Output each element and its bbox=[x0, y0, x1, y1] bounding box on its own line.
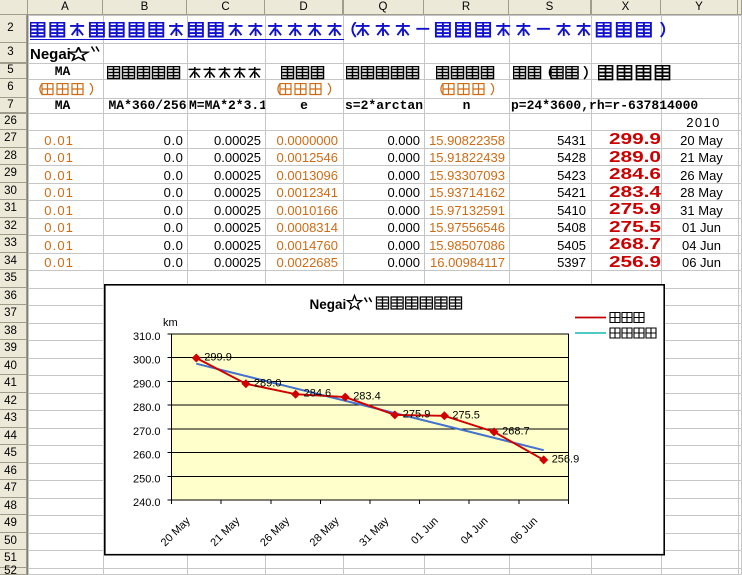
svg-text:289.0: 289.0 bbox=[253, 377, 281, 389]
svg-text:299.9: 299.9 bbox=[204, 352, 232, 364]
svg-text:250.0: 250.0 bbox=[132, 473, 160, 485]
svg-text:275.9: 275.9 bbox=[402, 408, 430, 420]
svg-text:280.0: 280.0 bbox=[132, 402, 160, 414]
svg-text:268.7: 268.7 bbox=[502, 425, 530, 437]
svg-text:260.0: 260.0 bbox=[132, 450, 160, 462]
svg-text:284.6: 284.6 bbox=[303, 388, 331, 400]
svg-text:300.0: 300.0 bbox=[132, 355, 160, 367]
svg-text:270.0: 270.0 bbox=[132, 426, 160, 438]
svg-text:256.9: 256.9 bbox=[551, 453, 579, 465]
svg-text:Negai: Negai bbox=[309, 297, 346, 312]
svg-text:310.0: 310.0 bbox=[132, 331, 160, 343]
svg-text:km: km bbox=[163, 317, 178, 329]
svg-text:275.5: 275.5 bbox=[452, 409, 480, 421]
svg-text:290.0: 290.0 bbox=[132, 378, 160, 390]
svg-text:240.0: 240.0 bbox=[132, 497, 160, 509]
svg-text:283.4: 283.4 bbox=[353, 391, 381, 403]
